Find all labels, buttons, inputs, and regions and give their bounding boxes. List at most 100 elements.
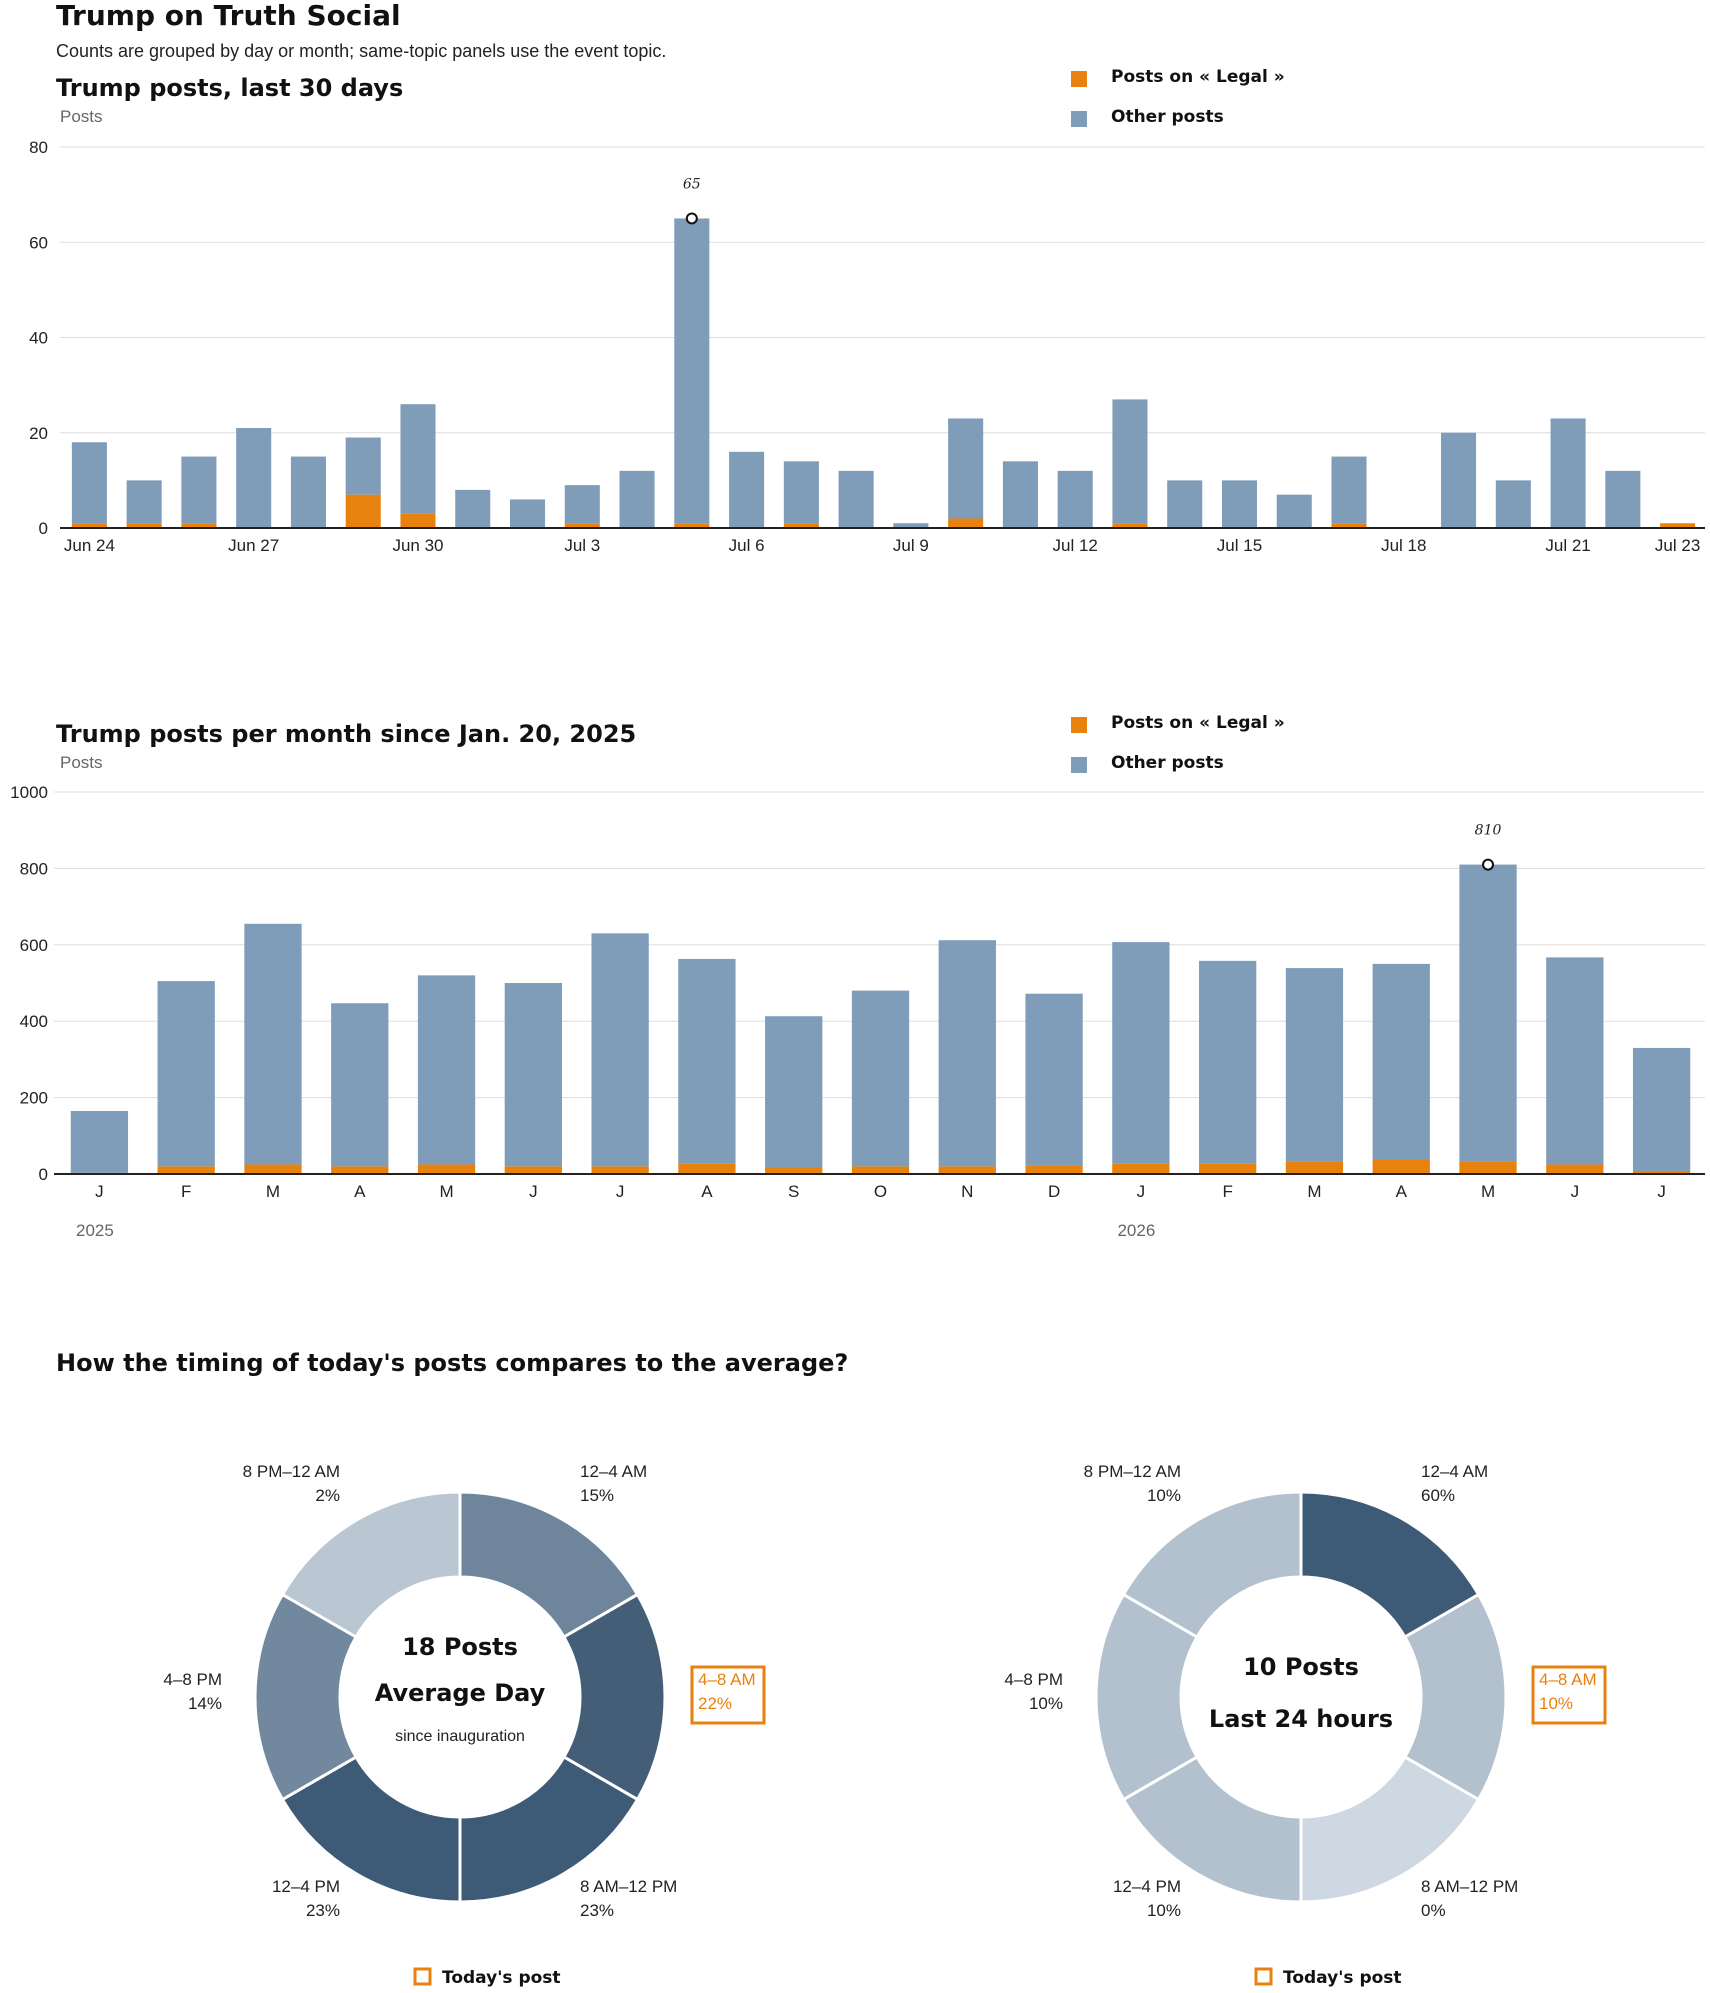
x-tick-label: M [1481,1182,1495,1201]
bar-other [290,456,326,528]
slice-time-label: 12–4 PM [1113,1877,1181,1896]
x-tick-label: Jul 6 [729,536,765,555]
legend-other-swatch [1071,111,1087,127]
bar-topic [504,1166,562,1174]
chart2-unit: Posts [60,753,103,772]
y-tick-label: 60 [29,233,48,252]
x-tick-label: D [1048,1182,1060,1201]
bar-other [1331,456,1367,524]
slice-pct-label: 60% [1421,1486,1455,1505]
bar-other [1285,968,1344,1162]
bar-other [948,418,984,519]
slice-pct-label: 0% [1421,1901,1446,1920]
bar-other [70,1110,129,1173]
peak-label: 810 [1475,823,1502,839]
y-tick-label: 0 [39,1165,48,1184]
x-tick-label: S [788,1182,799,1201]
slice-time-label: 4–8 PM [1004,1670,1063,1689]
slice-pct-label: 23% [306,1901,340,1920]
chart1-plot: 0 20 40 60 80 Jun 24 Jun 27 Jun 30 Jul 3 Jul 6 Jul… [29,138,1705,555]
bar-topic [1199,1163,1257,1174]
x-tick-label: J [1571,1182,1580,1201]
bar-topic [678,1163,736,1174]
bar-topic [1112,523,1148,528]
donut-section-title: How the timing of today's posts compares… [56,1349,848,1377]
bar-other [400,404,436,514]
bar-topic [400,513,436,528]
y-tick-label: 80 [29,138,48,157]
x-tick-label: Jul 23 [1655,536,1700,555]
bar-topic [783,523,819,528]
bar-other [244,923,302,1165]
donut-center-note: since inauguration [395,1728,525,1745]
x-tick-label: F [1222,1182,1232,1201]
bar-other [345,437,381,495]
slice-pct-label: 23% [580,1901,614,1920]
bar-topic [674,523,710,528]
legend-other-label: Other posts [1111,107,1224,127]
x-tick-label: Jun 24 [64,536,115,555]
chart1-title: Trump posts, last 30 days [56,74,403,102]
today-highlight-box [690,1665,766,1725]
bar-topic [331,1166,389,1174]
donut-center-count: 10 Posts [1243,1653,1359,1681]
bar-other [1057,470,1093,528]
x-tick-label: Jun 27 [228,536,279,555]
slice-pct-label: 22% [698,1694,732,1713]
donut-last-24h: 12–4 AM 60% 4–8 AM 10% 8 AM–12 PM 0% 12–4 PM 10… [1004,1462,1607,1988]
bar-other [157,981,215,1167]
bar-other [1546,957,1604,1165]
x-tick-label: J [1657,1182,1666,1201]
bar-other [1459,864,1517,1162]
slice-time-label: 12–4 PM [272,1877,340,1896]
bar-topic [765,1167,823,1174]
bar-other [417,975,476,1165]
bar-other [455,489,491,528]
slice-pct-label: 14% [188,1694,222,1713]
bar-other [729,451,765,528]
year-label: 2026 [1117,1221,1155,1240]
bar-other [1495,480,1531,528]
x-tick-label: Jul 9 [893,536,929,555]
x-tick-label: Jul 3 [564,536,600,555]
bar-other [1372,963,1430,1160]
donut-slice [280,1490,462,1640]
bar-other [1441,432,1477,528]
slice-time-label: 8 PM–12 AM [243,1462,340,1481]
bar-topic [938,1166,996,1174]
bar-other [1632,1047,1691,1171]
donut-center-label: Last 24 hours [1209,1705,1393,1733]
bar-topic [1632,1170,1691,1174]
bar-other [1221,480,1258,528]
today-post-legend-label: Today's post [1283,1968,1402,1988]
donut-average-day: 12–4 AM 15% 4–8 AM 22% 8 AM–12 PM 23% 12–4 PM 2… [163,1462,766,1988]
bar-other [765,1016,823,1168]
today-post-legend-label: Today's post [442,1968,561,1988]
y-tick-label: 40 [29,329,48,348]
x-tick-label: O [874,1182,887,1201]
bar-topic [591,1166,649,1174]
slice-time-label: 12–4 AM [1421,1462,1488,1481]
bar-other [1605,470,1641,528]
bar-other [838,470,874,528]
page-title: Trump on Truth Social [56,0,401,32]
bar-other [1112,399,1148,524]
x-tick-label: J [529,1182,538,1201]
x-tick-label: M [266,1182,280,1201]
slice-time-label: 8 AM–12 PM [580,1877,677,1896]
chart2-legend: Posts on « Legal » Other posts [1071,713,1285,773]
legend-topic-label: Posts on « Legal » [1111,67,1285,87]
bar-topic [417,1164,476,1174]
slice-time-label: 8 AM–12 PM [1421,1877,1518,1896]
bar-other [938,940,996,1167]
legend-topic-label: Posts on « Legal » [1111,713,1285,733]
bar-other [331,1003,389,1167]
x-tick-label: Jul 21 [1545,536,1590,555]
slice-pct-label: 10% [1539,1694,1573,1713]
chart1-unit: Posts [60,107,103,126]
legend-topic-swatch [1071,717,1087,733]
x-tick-label: Jul 12 [1052,536,1097,555]
bar-other [1550,418,1586,528]
donut-center-label: Average Day [375,1679,546,1707]
x-tick-label: Jul 15 [1217,536,1262,555]
